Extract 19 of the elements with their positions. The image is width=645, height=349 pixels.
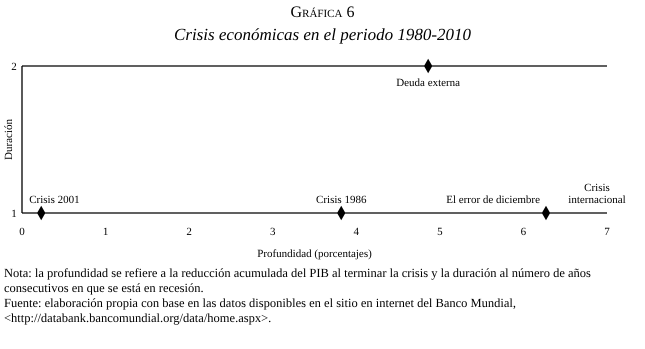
x-tick-label: 3: [270, 226, 276, 238]
x-axis-title: Profundidad (porcentajes): [257, 248, 372, 260]
annotation: Deuda externa: [396, 77, 460, 89]
annotation: Crisis 1986: [316, 194, 367, 206]
x-tick-label: 1: [102, 226, 108, 238]
x-tick-label: 5: [437, 226, 444, 238]
annotation: Crisis 2001: [29, 194, 80, 206]
annotation: Crisis internacional: [568, 182, 626, 206]
x-tick-label: 6: [520, 226, 527, 238]
source-note: Fuente: elaboración propia con base en las datos disponibles en el sitio en internet del Banco Mundial, <http://databank.bancomundial.org/data/home.aspx>.: [4, 296, 516, 325]
text: Nota: la profundidad se refiere a la reducción acumulada del PIB al terminar la crisis y la duración al número de años consecutivos en que se está en recesión.: [4, 266, 592, 295]
x-tick-label: 7: [604, 226, 610, 238]
annotation: El error de diciembre: [446, 194, 540, 206]
chart-title: Gráfica 6: [290, 4, 354, 21]
x-tick-label: 4: [354, 226, 360, 238]
x-tick-label: 2: [186, 226, 192, 238]
y-axis-title: Duración: [3, 118, 15, 160]
chart-subtitle: Crisis económicas en el periodo 1980-2010: [174, 25, 472, 44]
x-tick-label: 0: [19, 226, 26, 238]
